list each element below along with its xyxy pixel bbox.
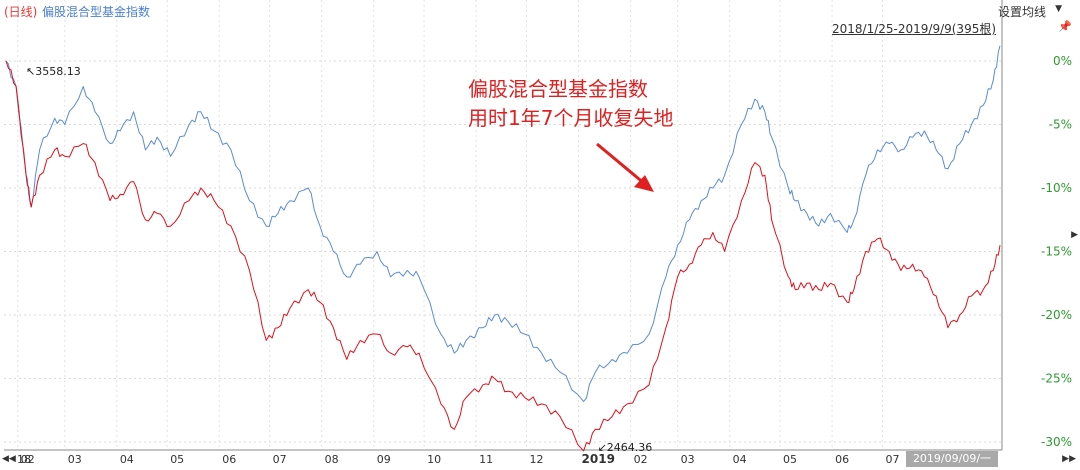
x-tick-label: 12: [530, 453, 544, 466]
x-tick-label: 09: [377, 453, 391, 466]
y-tick-label: -5%: [1049, 118, 1072, 132]
x-tick-label: 03: [68, 453, 82, 466]
x-tick-label: 08: [325, 453, 339, 466]
current-date-badge: 2019/09/09/一: [906, 451, 998, 467]
x-tick-label: 04: [733, 453, 747, 466]
value-annotation-label: ↖3558.13: [26, 65, 81, 78]
red-arrow-head-icon: [634, 175, 654, 192]
x-tick-label: 18: [17, 453, 31, 466]
x-tick-label: 2019: [582, 452, 615, 466]
y-tick-label: -30%: [1041, 435, 1072, 449]
triangle-down-icon[interactable]: ▼: [1055, 4, 1062, 14]
set-moving-average-button[interactable]: 设置均线: [997, 5, 1046, 19]
x-tick-label: 06: [222, 453, 236, 466]
x-tick-label: 02: [634, 453, 648, 466]
annotation-subtitle: 用时1年7个月收复失地: [468, 106, 674, 130]
date-range-label[interactable]: 2018/1/25-2019/9/9(395根): [832, 22, 997, 36]
scroll-right-icon[interactable]: ▶: [1071, 230, 1078, 240]
series-line: [5, 45, 1001, 402]
annotation-title: 偏股混合型基金指数: [468, 77, 648, 101]
x-tick-label: 07: [273, 453, 287, 466]
double-left-arrow-icon[interactable]: ◀◀: [2, 454, 16, 464]
x-tick-label: 07: [885, 453, 899, 466]
series-line: [5, 60, 1001, 452]
period-label: (日线): [4, 5, 38, 19]
y-tick-label: -10%: [1041, 181, 1072, 195]
x-tick-label: 11: [479, 453, 493, 466]
x-tick-label: 03: [681, 453, 695, 466]
y-tick-label: -20%: [1041, 308, 1072, 322]
y-tick-label: -25%: [1041, 372, 1072, 386]
y-tick-label: -15%: [1041, 245, 1072, 259]
x-tick-label: 06: [835, 453, 849, 466]
x-tick-label: 05: [170, 453, 184, 466]
x-tick-label: 02: [21, 453, 35, 466]
x-tick-label: 05: [783, 453, 797, 466]
y-tick-label: 0%: [1053, 54, 1072, 68]
red-arrow-icon: [596, 142, 646, 186]
x-tick-label: 04: [120, 453, 134, 466]
double-right-arrow-icon[interactable]: ▶▶: [1062, 454, 1076, 464]
x-tick-label: 10: [427, 453, 441, 466]
pin-icon[interactable]: 📌: [1058, 20, 1072, 33]
value-annotation-label: ↙2464.36: [598, 441, 653, 454]
index-name-label: 偏股混合型基金指数: [42, 5, 151, 19]
